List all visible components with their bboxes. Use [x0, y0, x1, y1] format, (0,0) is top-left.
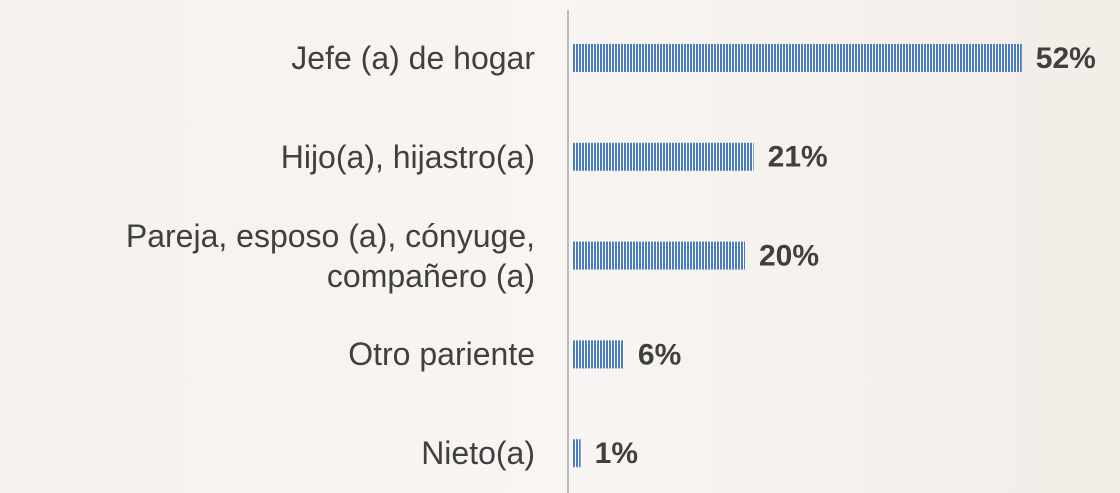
category-label: Nieto(a): [421, 435, 535, 472]
value-label: 6%: [638, 338, 681, 371]
value-label: 1%: [595, 437, 638, 470]
value-label: 21%: [768, 141, 828, 174]
category-label: Jefe (a) de hogar: [291, 40, 535, 76]
bar: [572, 340, 624, 369]
bar: [572, 142, 754, 171]
bar: [572, 241, 745, 270]
category-label: Pareja, esposo (a), cónyuge, compañero (…: [125, 217, 535, 294]
value-label: 52%: [1036, 42, 1096, 75]
category-label: Otro pariente: [348, 336, 535, 373]
category-label: Hijo(a), hijastro(a): [280, 138, 535, 175]
bar: [572, 44, 1022, 72]
value-label: 20%: [759, 240, 819, 273]
bar: [572, 439, 581, 468]
